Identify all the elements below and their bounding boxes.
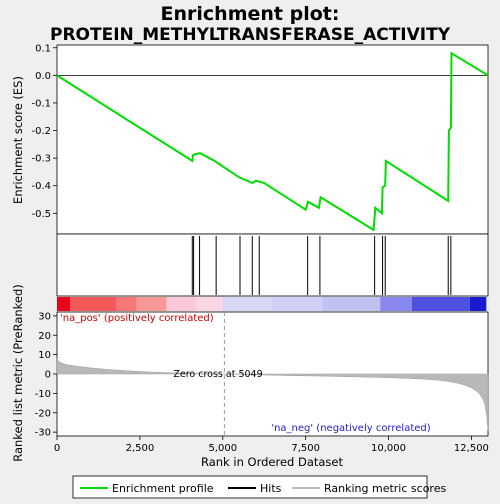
metric-y-tick-label: 30 <box>38 311 51 322</box>
rank-x-tick-label: 0 <box>54 443 60 454</box>
color-bar-segment <box>380 297 412 311</box>
positive-correlation-label: 'na_pos' (positively correlated) <box>60 313 214 324</box>
es-axis-label: Enrichment score (ES) <box>11 76 25 204</box>
rank-x-tick-label: 2,500 <box>126 443 155 454</box>
rank-axis-label: Rank in Ordered Dataset <box>201 455 344 469</box>
metric-y-tick-label: 0 <box>45 370 51 381</box>
color-bar-segment <box>196 297 223 311</box>
legend-label-ranking-metric: Ranking metric scores <box>324 482 446 495</box>
hits-panel-frame <box>56 233 489 297</box>
hit-lines <box>191 236 452 295</box>
color-bar-segment <box>70 297 117 311</box>
metric-y-tick-label: -30 <box>35 428 51 439</box>
hits-panel <box>56 233 489 297</box>
zero-cross-label: Zero cross at 5049 <box>173 369 262 380</box>
es-tick-label: -0.2 <box>31 126 51 137</box>
color-bar-segment <box>322 297 381 311</box>
es-panel-frame <box>56 44 489 235</box>
color-bar-segment <box>469 297 487 311</box>
enrichment-profile-line <box>56 51 489 232</box>
metric-axis-label: Ranked list metric (PreRanked) <box>11 284 25 462</box>
metric-x-ticks: 0 2,500 5,000 7,500 10,000 12,500 <box>54 436 489 454</box>
legend-label-hits: Hits <box>260 482 282 495</box>
metric-y-tick-label: 10 <box>38 350 51 361</box>
es-tick-label: 0.0 <box>35 71 51 82</box>
color-bar-segment <box>272 297 323 311</box>
enrichment-score-panel: 0.1 0.0 -0.1 -0.2 -0.3 -0.4 -0.5 Enrichment sc… <box>11 43 489 235</box>
es-tick-label: -0.5 <box>31 209 51 220</box>
metric-y-ticks: 30 20 10 0 -10 -20 -30 <box>35 311 57 439</box>
color-bar-segment <box>116 297 137 311</box>
color-bar-segment <box>136 297 167 311</box>
es-tick-label: -0.3 <box>31 154 51 165</box>
ranking-color-bar <box>57 297 487 311</box>
chart-legend: Enrichment profile Hits Ranking metric s… <box>72 475 446 499</box>
negative-correlation-label: 'na_neg' (negatively correlated) <box>271 423 430 434</box>
ranking-metric-area <box>56 357 489 431</box>
legend-label-enrichment-profile: Enrichment profile <box>112 482 214 495</box>
metric-y-tick-label: 20 <box>38 331 51 342</box>
ranked-metric-panel: 30 20 10 0 -10 -20 -30 0 2,500 5,000 7,500 10,000 1… <box>11 284 489 469</box>
rank-x-tick-label: 12,500 <box>454 443 489 454</box>
es-tick-label: 0.1 <box>35 43 51 54</box>
rank-x-tick-label: 10,000 <box>371 443 406 454</box>
chart-title-line-2: PROTEIN_METHYLTRANSFERASE_ACTIVITY <box>50 25 451 45</box>
color-bar-segment <box>222 297 273 311</box>
color-bar-segment <box>57 297 71 311</box>
color-bar-segment <box>411 297 470 311</box>
rank-x-tick-label: 5,000 <box>208 443 237 454</box>
es-axis-ticks: 0.1 0.0 -0.1 -0.2 -0.3 -0.4 -0.5 <box>31 43 57 220</box>
color-bar-segment <box>166 297 197 311</box>
metric-y-tick-label: -20 <box>35 408 51 419</box>
rank-x-tick-label: 7,500 <box>291 443 320 454</box>
chart-title-line-1: Enrichment plot: <box>161 3 340 25</box>
metric-y-tick-label: -10 <box>35 389 51 400</box>
es-tick-label: -0.4 <box>31 181 51 192</box>
es-tick-label: -0.1 <box>31 98 51 109</box>
